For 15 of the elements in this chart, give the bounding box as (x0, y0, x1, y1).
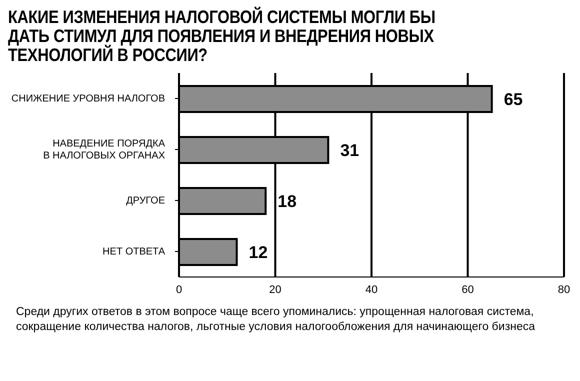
y-tick-label: СНИЖЕНИЕ УРОВНЯ НАЛОГОВ (11, 93, 166, 104)
x-tick-label: 40 (365, 284, 378, 296)
x-tick-label: 60 (462, 284, 474, 296)
x-tick-label: 20 (269, 284, 282, 296)
text: Среди других ответов в этом вопросе чаще всего упоминались: упрощенная налоговая система, сокращение количества налогов, льготные условия налогообложения для начинающего бизнеса (16, 305, 536, 335)
chart-title: КАКИЕ ИЗМЕНЕНИЯ НАЛОГОВОЙ СИСТЕМЫ МОГЛИ БЫ ДАТЬ СТИМУЛ ДЛЯ ПОЯВЛЕНИЯ И ВНЕДРЕНИЯ НОВЫХ ТЕХНОЛОГИЙ В РОССИИ? (8, 7, 436, 65)
data-label: 31 (340, 141, 360, 160)
y-tick-label: ДРУГОЕ (126, 195, 166, 206)
data-label: 18 (278, 192, 297, 212)
x-tick-label: 80 (558, 284, 570, 296)
x-tick-label: 0 (176, 284, 182, 296)
y-tick-label: НЕТ ОТВЕТА (102, 246, 166, 258)
y-tick-label: НАВЕДЕНИЕ ПОРЯДКА В НАЛОГОВЫХ ОРГАНАХ (43, 138, 166, 162)
data-label: 65 (504, 90, 523, 110)
data-label: 12 (248, 243, 268, 262)
